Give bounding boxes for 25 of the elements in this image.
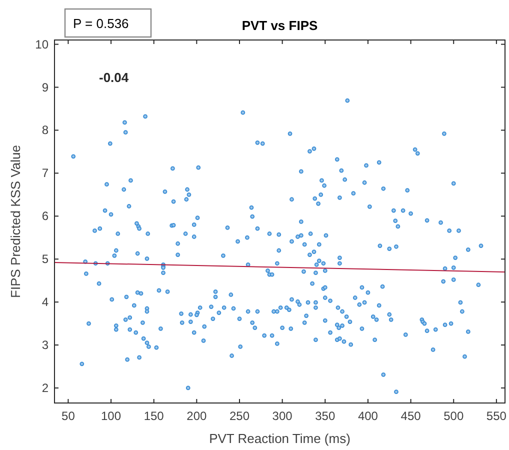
x-tick-label: 550 [486,409,507,423]
x-tick-label: 150 [144,409,164,423]
x-axis-title: PVT Reaction Time (ms) [209,431,350,446]
y-tick-label: 3 [42,338,49,352]
y-tick-label: 5 [42,252,49,266]
y-tick-label: 10 [35,37,49,52]
x-tick-label: 400 [358,409,378,423]
y-tick-label: 6 [42,209,49,224]
x-tick-label: 200 [186,409,208,423]
text: P = 0.536 [73,16,129,31]
x-tick-label: 50 [62,409,76,423]
y-tick-label: 8 [42,123,49,138]
x-tick-label: 350 [315,409,336,423]
x-tick-label: 100 [101,409,122,423]
y-tick-label: 2 [42,380,49,395]
y-tick-label: 4 [42,295,49,310]
y-tick-label: 9 [42,80,49,94]
chart-title: PVT vs FIPS [242,18,318,33]
x-tick-label: 250 [229,409,250,423]
y-axis-title: FIPS Predicted KSS Value [8,145,23,298]
y-tick-label: 7 [42,166,49,180]
x-tick-label: 500 [444,409,464,423]
x-tick-label: 450 [400,409,422,423]
x-tick-label: 300 [272,409,293,423]
annotation: -0.04 [99,70,130,85]
